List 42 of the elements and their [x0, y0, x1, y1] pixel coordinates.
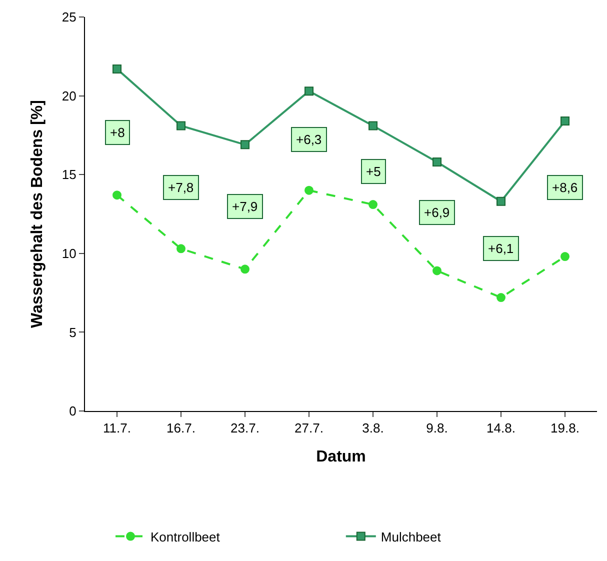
x-tick-label: 23.7.	[230, 420, 260, 436]
annotation: +7,8	[168, 180, 194, 195]
x-axis-title: Datum	[316, 448, 366, 466]
y-tick-label: 5	[69, 324, 76, 340]
point	[176, 244, 186, 254]
y-tick-label: 20	[62, 88, 76, 104]
annotation: +8,6	[552, 180, 578, 195]
y-tick-label: 10	[62, 246, 76, 261]
y-tick-label: 15	[62, 167, 76, 182]
y-tick-label: 0	[69, 404, 76, 419]
y-axis-title: Wassergehalt des Bodens [%]	[28, 100, 46, 328]
x-tick-label: 16.7.	[166, 420, 196, 436]
point	[240, 140, 250, 150]
point	[112, 64, 122, 74]
point	[176, 121, 186, 130]
point	[112, 190, 122, 200]
annotation: +7,9	[232, 199, 258, 214]
y-tick-label: 25	[62, 10, 76, 25]
point	[240, 264, 250, 274]
point	[304, 86, 314, 96]
legend-label: Mulchbeet	[380, 529, 442, 544]
x-tick-label: 11.7.	[103, 420, 131, 436]
x-tick-label: 3.8.	[362, 420, 384, 436]
x-tick-label: 19.8.	[550, 420, 580, 436]
point	[496, 196, 506, 206]
point	[496, 293, 506, 302]
annotation: +6,3	[296, 132, 322, 147]
point	[560, 252, 570, 262]
annotation: +8	[110, 125, 125, 140]
point	[432, 157, 442, 166]
x-tick-label: 9.8.	[426, 420, 448, 436]
x-tick-label: 14.8.	[486, 420, 516, 436]
legend-label: Kontrollbeet	[150, 529, 220, 544]
x-tick-label: 27.7.	[294, 420, 324, 436]
annotation: +6,9	[424, 205, 450, 220]
point	[560, 116, 570, 126]
point	[368, 121, 378, 130]
point	[432, 266, 442, 276]
annotation: +6,1	[488, 241, 514, 256]
annotation: +5	[366, 164, 381, 179]
point	[304, 186, 314, 195]
point	[368, 200, 378, 210]
